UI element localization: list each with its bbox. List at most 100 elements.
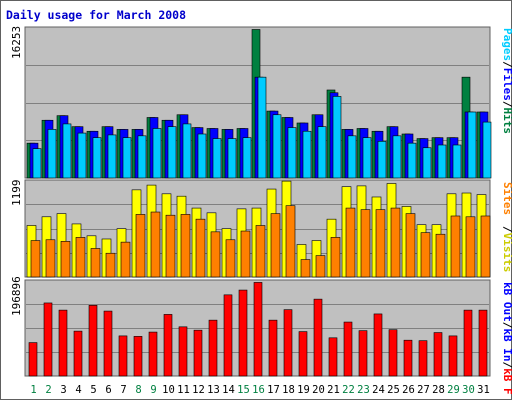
- bar-kbin-day-30: [463, 309, 473, 377]
- bar-sites-day-21: [330, 237, 341, 278]
- day-label-14: 14: [222, 384, 235, 396]
- day-label-1: 1: [30, 384, 36, 396]
- legend-kbf: kB F: [501, 368, 512, 395]
- bar-pages-day-15: [242, 137, 252, 179]
- day-label-9: 9: [150, 384, 156, 396]
- day-label-17: 17: [267, 384, 280, 396]
- day-label-8: 8: [135, 384, 141, 396]
- bottom-panel-max-label: 196896: [10, 276, 23, 316]
- bar-kbin-day-14: [223, 294, 233, 377]
- legend-visits: Visits: [501, 233, 512, 273]
- legend-sep-2: /: [501, 101, 512, 108]
- bar-sites-day-6: [105, 252, 116, 278]
- bar-kbin-day-27: [418, 340, 428, 377]
- bar-pages-day-3: [62, 123, 72, 179]
- bar-sites-day-5: [90, 248, 101, 278]
- day-label-13: 13: [207, 384, 220, 396]
- bar-sites-day-28: [435, 233, 446, 278]
- bar-sites-day-8: [135, 214, 146, 278]
- legend-top: Pages/Files/Hits: [501, 28, 512, 134]
- bar-pages-day-10: [167, 126, 177, 179]
- legend-files: Files: [501, 68, 512, 101]
- bar-kbin-day-26: [403, 339, 413, 377]
- day-label-15: 15: [237, 384, 250, 396]
- day-label-24: 24: [372, 384, 385, 396]
- bar-kbin-day-17: [268, 319, 278, 377]
- bar-pages-day-29: [452, 144, 462, 179]
- bar-sites-day-9: [150, 211, 161, 278]
- bar-pages-day-6: [107, 134, 117, 179]
- bar-pages-day-7: [122, 137, 132, 179]
- bar-sites-day-25: [390, 207, 401, 278]
- day-label-10: 10: [162, 384, 175, 396]
- bar-sites-day-17: [270, 213, 281, 278]
- bar-kbin-day-18: [283, 309, 293, 377]
- bar-pages-day-11: [182, 123, 192, 179]
- day-label-27: 27: [417, 384, 430, 396]
- bar-pages-day-22: [347, 135, 357, 179]
- day-label-18: 18: [282, 384, 295, 396]
- day-label-7: 7: [120, 384, 126, 396]
- bar-pages-day-12: [197, 133, 207, 179]
- day-label-26: 26: [402, 384, 415, 396]
- bar-kbin-day-12: [193, 329, 203, 377]
- bar-pages-day-20: [317, 126, 327, 179]
- bar-kbin-day-23: [358, 330, 368, 377]
- bar-sites-day-30: [465, 216, 476, 278]
- bar-pages-day-2: [47, 129, 57, 179]
- bar-pages-day-27: [422, 147, 432, 179]
- day-label-30: 30: [462, 384, 475, 396]
- day-label-19: 19: [297, 384, 310, 396]
- bar-pages-day-4: [77, 132, 87, 179]
- bar-sites-day-20: [315, 255, 326, 278]
- legend-hits: Hits: [501, 108, 512, 135]
- bar-sites-day-4: [75, 237, 86, 278]
- day-label-3: 3: [60, 384, 66, 396]
- day-label-31: 31: [477, 384, 490, 396]
- day-label-11: 11: [177, 384, 190, 396]
- legend-sep-4: /: [501, 362, 512, 369]
- bar-kbin-day-16: [253, 282, 263, 377]
- day-label-29: 29: [447, 384, 460, 396]
- bar-kbin-day-1: [28, 342, 38, 377]
- bar-pages-day-26: [407, 142, 417, 179]
- day-label-12: 12: [192, 384, 205, 396]
- bar-kbin-day-20: [313, 298, 323, 377]
- bar-pages-day-14: [227, 138, 237, 179]
- bar-sites-day-15: [240, 230, 251, 278]
- panel-hits-files-pages: [24, 26, 492, 179]
- bar-pages-day-25: [392, 135, 402, 179]
- bar-kbin-day-24: [373, 313, 383, 377]
- bar-kbin-day-11: [178, 326, 188, 377]
- legend-middle-visits: /Visits: [501, 226, 512, 272]
- legend-sep-1: /: [501, 61, 512, 68]
- bar-sites-day-16: [255, 225, 266, 278]
- bar-kbin-day-6: [103, 310, 113, 377]
- bar-pages-day-19: [302, 130, 312, 179]
- bar-pages-day-30: [467, 111, 477, 179]
- legend-kbin: kB In: [501, 328, 512, 361]
- bar-kbin-day-13: [208, 319, 218, 377]
- bar-pages-day-28: [437, 144, 447, 179]
- day-label-28: 28: [432, 384, 445, 396]
- bar-sites-day-2: [45, 239, 56, 278]
- day-label-25: 25: [387, 384, 400, 396]
- legend-bottom: kB Out/kB In/kB F: [501, 282, 512, 395]
- bar-kbin-day-4: [73, 330, 83, 377]
- bar-pages-day-1: [32, 148, 42, 179]
- bar-kbin-day-10: [163, 314, 173, 377]
- panel-visits-sites: [24, 179, 491, 278]
- legend-kbout: kB Out: [501, 282, 512, 322]
- day-label-5: 5: [90, 384, 96, 396]
- bar-sites-day-23: [360, 209, 371, 278]
- bar-pages-day-9: [152, 128, 162, 179]
- bar-pages-day-24: [377, 141, 387, 179]
- bar-pages-day-16: [257, 76, 267, 179]
- day-label-4: 4: [75, 384, 81, 396]
- bar-sites-day-3: [60, 241, 71, 278]
- bar-kbin-day-7: [118, 335, 128, 377]
- legend-sep-5: /: [501, 322, 512, 329]
- bar-pages-day-13: [212, 138, 222, 179]
